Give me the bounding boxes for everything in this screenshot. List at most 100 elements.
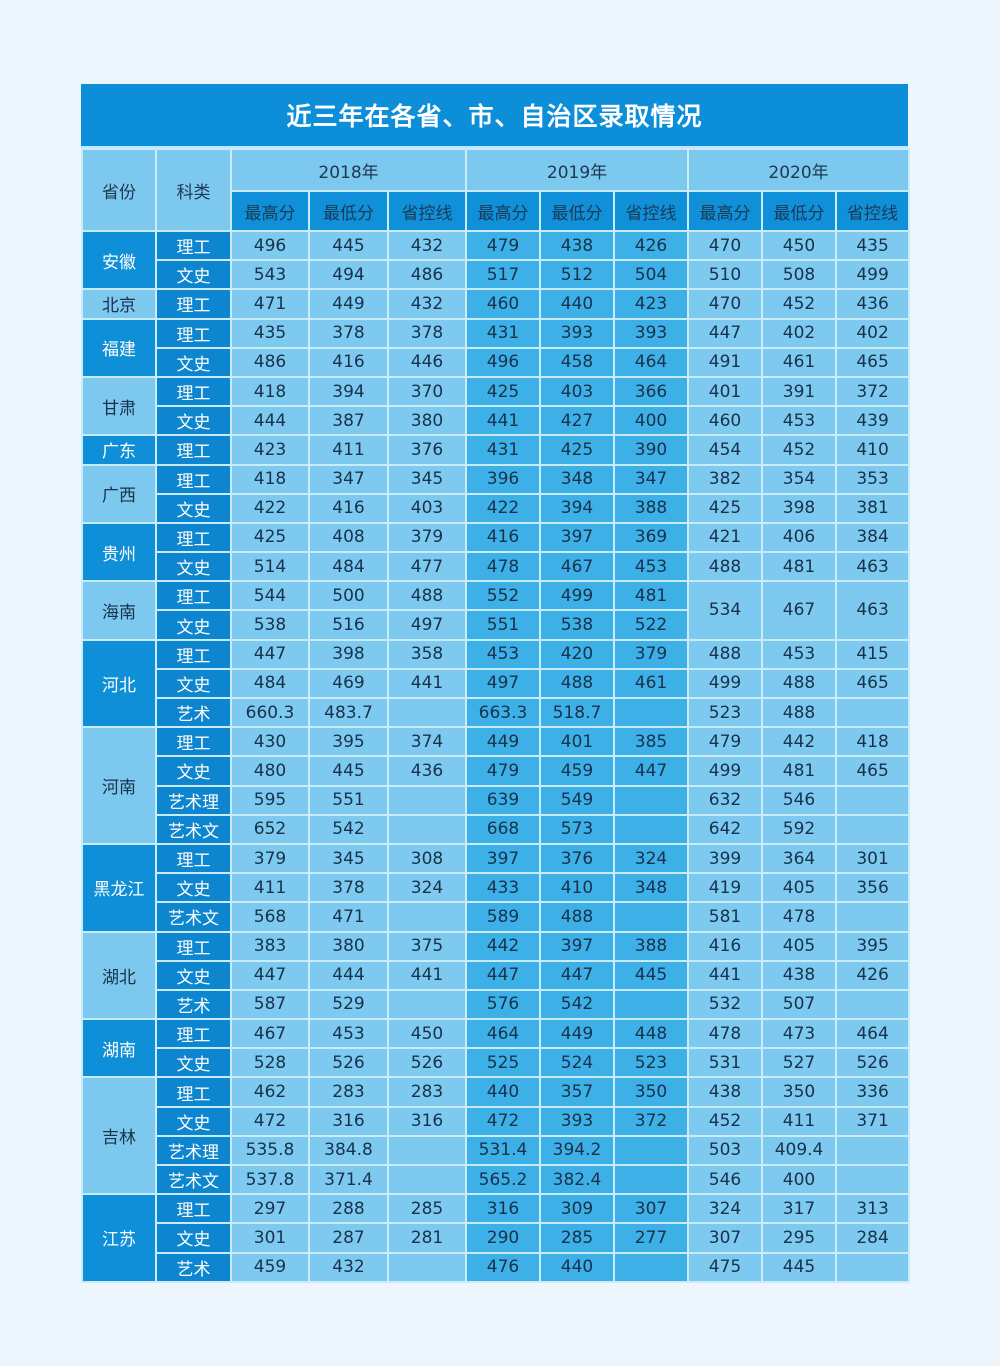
score-cell: 394.2 <box>539 1134 616 1167</box>
score-cell: 336 <box>835 1076 911 1108</box>
score-cell: 461 <box>613 667 690 700</box>
score-cell: 450 <box>386 1018 468 1050</box>
score-cell: 438 <box>687 1076 764 1108</box>
score-cell: 374 <box>386 726 468 758</box>
score-cell: 529 <box>308 988 389 1021</box>
score-cell: 486 <box>230 346 310 378</box>
score-cell: 445 <box>308 755 389 787</box>
score-cell: 357 <box>539 1076 616 1108</box>
score-cell: 406 <box>761 521 838 554</box>
score-cell: 421 <box>687 521 764 554</box>
score-cell: 471 <box>308 901 389 933</box>
score-cell: 460 <box>687 405 764 437</box>
score-cell: 387 <box>308 405 389 437</box>
score-cell: 324 <box>386 872 468 904</box>
table-row: 艺术 587 529 576 542 532 507 <box>82 988 911 1021</box>
score-cell: 544 <box>230 580 310 612</box>
score-cell: 423 <box>230 434 310 466</box>
score-cell <box>835 901 911 933</box>
score-cell: 497 <box>386 609 468 641</box>
score-cell: 440 <box>465 1076 542 1108</box>
score-cell: 568 <box>230 901 310 933</box>
score-cell: 442 <box>465 930 542 962</box>
score-cell: 523 <box>687 696 764 729</box>
category-cell: 理工 <box>155 317 232 349</box>
category-cell: 理工 <box>155 375 232 408</box>
province-cell: 河北 <box>81 638 157 729</box>
score-cell: 537.8 <box>230 1163 310 1196</box>
score-cell: 430 <box>230 726 310 758</box>
province-cell: 黑龙江 <box>81 842 157 933</box>
score-cell: 526 <box>308 1047 389 1079</box>
score-cell: 589 <box>465 901 542 933</box>
province-cell: 贵州 <box>81 521 157 583</box>
table-body: 安徽 理工 496 445 432 479 438 426 470 450 435 文史 543 494 4… <box>81 229 911 1283</box>
table-row: 河北 理工 447 398 358 453 420 379 488 453 415 <box>81 638 911 729</box>
province-cell: 江苏 <box>81 1193 157 1283</box>
score-cell: 592 <box>761 813 838 845</box>
score-cell: 307 <box>687 1222 764 1254</box>
score-cell <box>613 901 690 933</box>
score-cell: 454 <box>687 434 764 466</box>
score-cell: 403 <box>386 492 468 524</box>
score-cell: 410 <box>539 872 616 904</box>
score-cell: 376 <box>386 434 468 466</box>
score-cell: 439 <box>835 405 911 437</box>
score-cell: 397 <box>465 842 542 875</box>
score-cell: 453 <box>761 638 838 670</box>
score-cell: 379 <box>613 638 690 670</box>
score-cell: 470 <box>687 229 764 262</box>
score-cell <box>835 1163 911 1196</box>
score-cell: 497 <box>465 667 542 700</box>
header-province: 省份 <box>81 148 157 232</box>
score-cell: 426 <box>613 229 690 262</box>
score-cell: 481 <box>613 580 690 612</box>
score-cell: 400 <box>613 405 690 437</box>
province-cell: 福建 <box>81 317 157 378</box>
score-cell: 576 <box>465 988 542 1021</box>
table-row: 河南 理工 430 395 374 449 401 385 479 442 418 <box>81 726 911 845</box>
score-cell: 388 <box>613 492 690 524</box>
score-cell: 500 <box>308 580 389 612</box>
score-cell: 549 <box>539 784 616 816</box>
score-cell: 307 <box>613 1193 690 1225</box>
score-cell: 366 <box>613 375 690 408</box>
header-year-2020: 2020年 <box>687 148 911 192</box>
score-cell: 551 <box>308 784 389 816</box>
score-cell: 491 <box>687 346 764 378</box>
score-cell: 595 <box>230 784 310 816</box>
score-cell: 397 <box>539 930 616 962</box>
score-cell: 488 <box>539 901 616 933</box>
score-cell: 402 <box>835 317 911 349</box>
score-cell: 461 <box>761 346 838 378</box>
score-cell <box>386 1134 468 1167</box>
score-cell: 464 <box>835 1018 911 1050</box>
score-cell: 287 <box>308 1222 389 1254</box>
score-cell: 499 <box>835 259 911 291</box>
score-cell <box>386 901 468 933</box>
score-cell: 441 <box>386 667 468 700</box>
table-row: 艺术理 595 551 639 549 632 546 <box>82 784 911 816</box>
score-cell: 531 <box>687 1047 764 1079</box>
score-cell: 479 <box>687 726 764 758</box>
header-min-score: 最低分 <box>761 190 838 232</box>
header-max-score: 最高分 <box>465 190 542 232</box>
category-cell: 文史 <box>155 551 232 583</box>
score-cell: 526 <box>386 1047 468 1079</box>
score-cell: 418 <box>230 463 310 495</box>
score-cell: 395 <box>835 930 911 962</box>
category-cell: 理工 <box>155 434 232 466</box>
score-cell: 316 <box>386 1105 468 1137</box>
score-cell: 401 <box>687 375 764 408</box>
header-year-2018: 2018年 <box>229 148 468 192</box>
score-cell: 350 <box>761 1076 838 1108</box>
score-cell: 438 <box>761 959 838 991</box>
score-cell: 471 <box>230 288 310 320</box>
table-row: 艺术文 568 471 589 488 581 478 <box>82 901 911 933</box>
score-cell: 297 <box>230 1193 310 1225</box>
score-cell: 486 <box>386 259 468 291</box>
score-cell: 379 <box>230 842 310 875</box>
score-cell: 465 <box>835 755 911 787</box>
table-row: 黑龙江 理工 379 345 308 397 376 324 399 364 301 <box>81 842 911 933</box>
score-cell: 391 <box>761 375 838 408</box>
